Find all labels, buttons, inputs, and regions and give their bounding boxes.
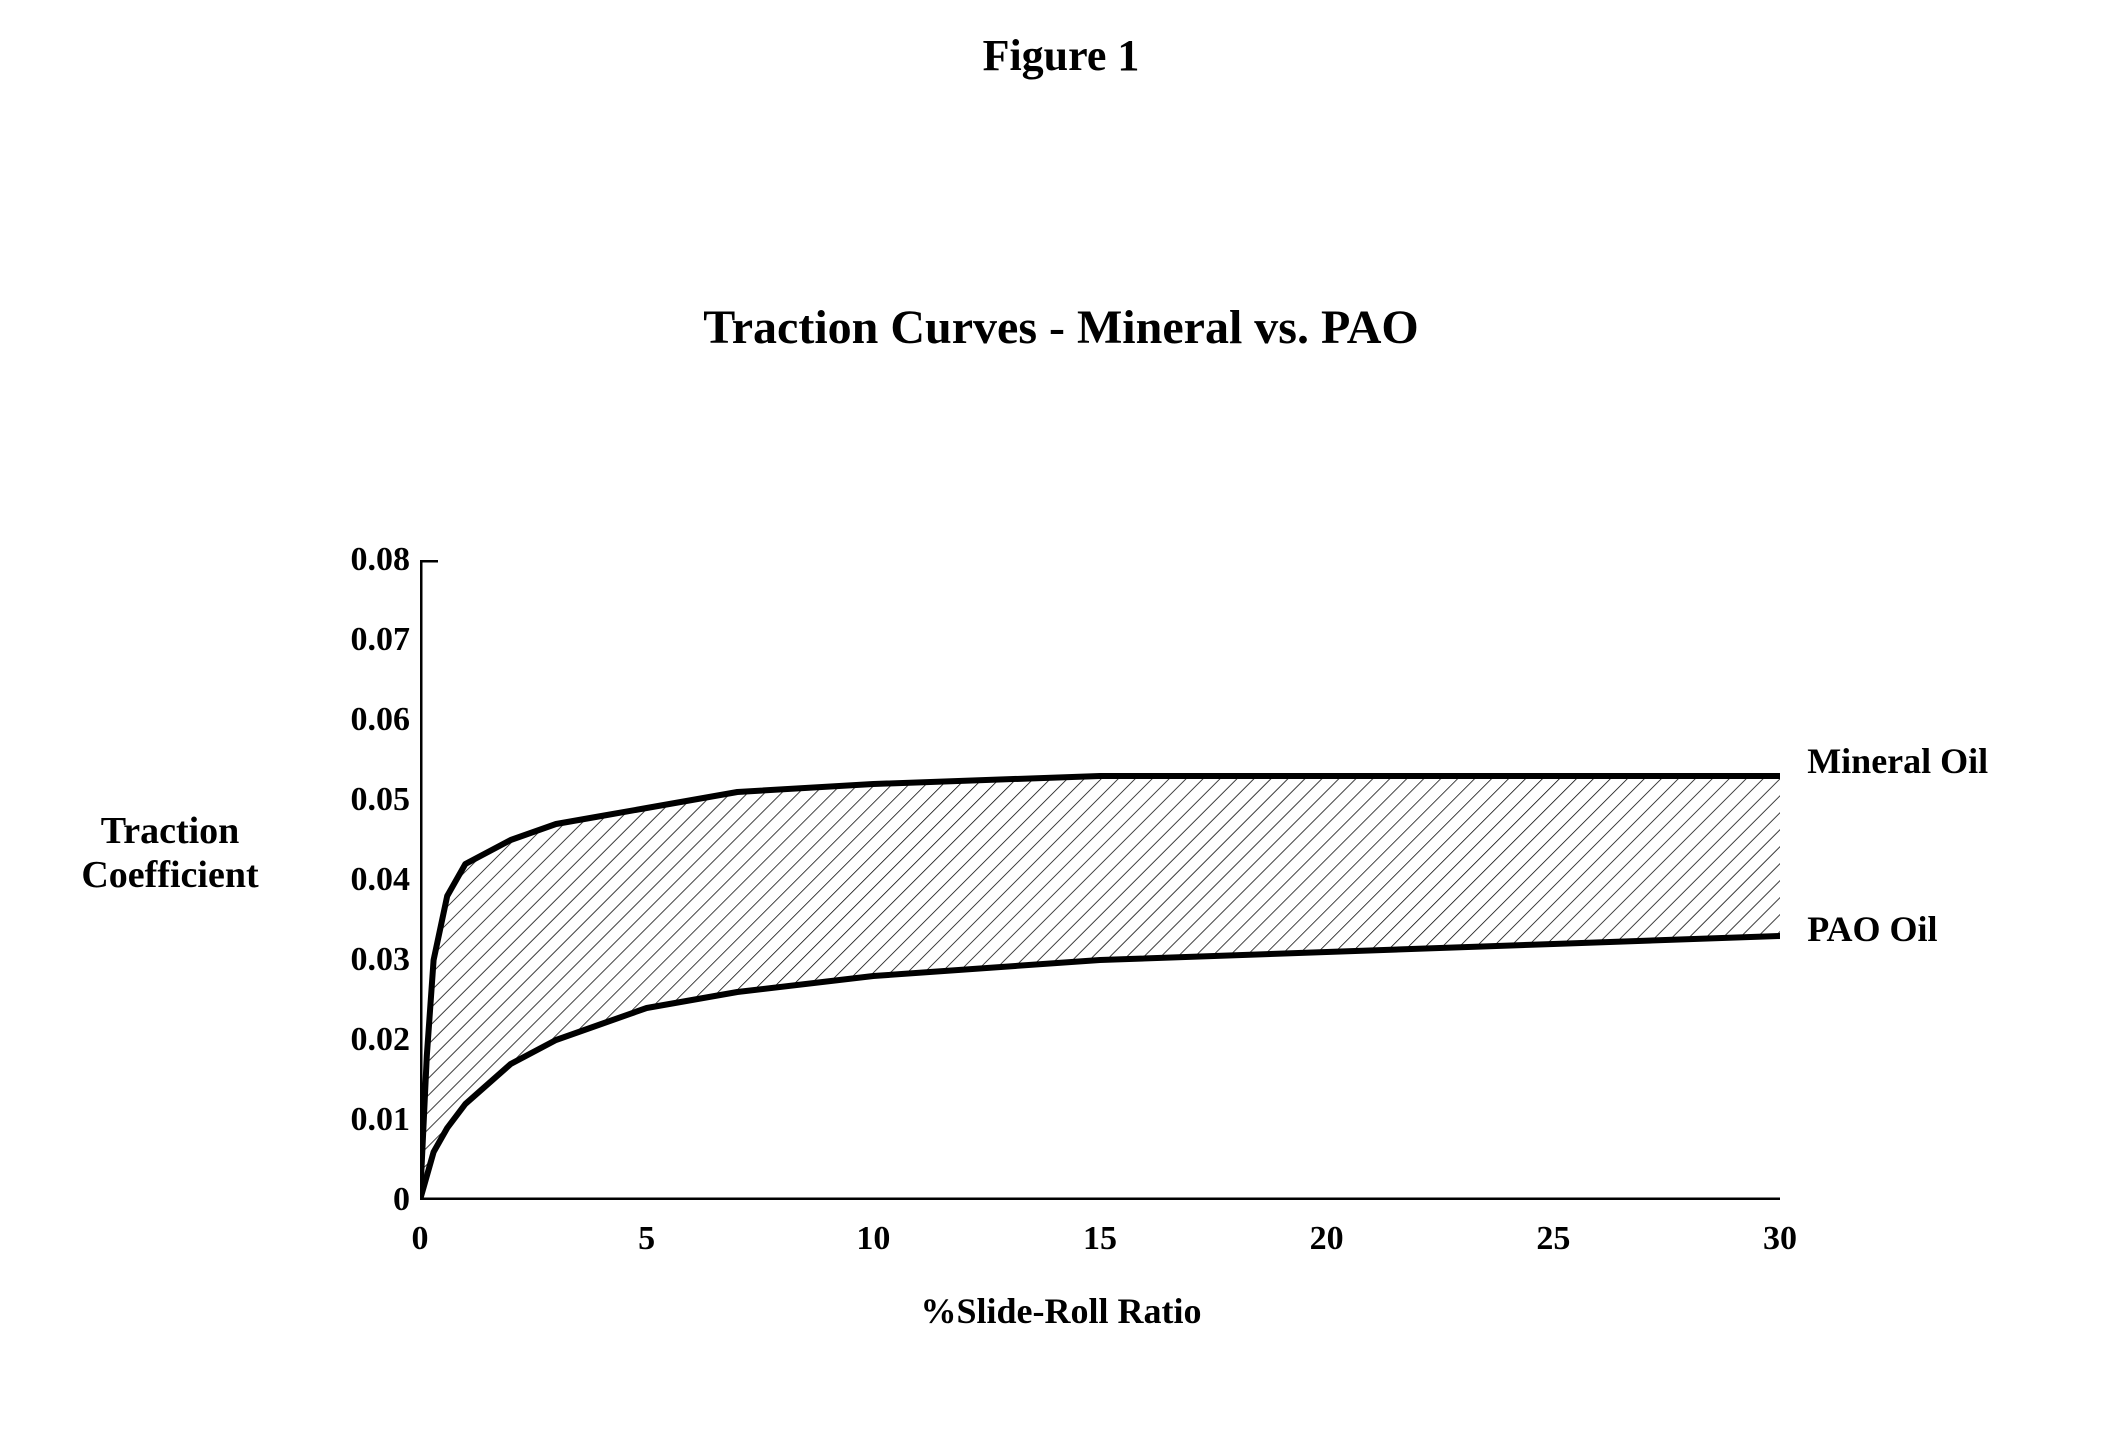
y-tick-label: 0.07 bbox=[290, 621, 410, 659]
y-axis-title: Traction Coefficient bbox=[40, 810, 300, 897]
y-tick-label: 0.08 bbox=[290, 541, 410, 579]
x-tick-label: 10 bbox=[856, 1220, 890, 1258]
x-axis-title: %Slide-Roll Ratio bbox=[0, 1290, 2122, 1332]
x-tick-label: 15 bbox=[1083, 1220, 1117, 1258]
y-tick-label: 0.05 bbox=[290, 781, 410, 819]
x-tick-label: 25 bbox=[1536, 1220, 1570, 1258]
series-label-pao: PAO Oil bbox=[1807, 908, 1937, 950]
figure-label: Figure 1 bbox=[0, 30, 2122, 81]
x-tick-label: 0 bbox=[412, 1220, 429, 1258]
y-tick-label: 0.03 bbox=[290, 941, 410, 979]
x-tick-label: 20 bbox=[1310, 1220, 1344, 1258]
series-label-mineral: Mineral Oil bbox=[1807, 740, 1988, 782]
chart-area: Traction Coefficient 0 0.01 0.02 0.03 0.04 0.… bbox=[0, 520, 2122, 1340]
page: Figure 1 Traction Curves - Mineral vs. P… bbox=[0, 0, 2122, 1440]
x-tick-label: 30 bbox=[1763, 1220, 1797, 1258]
y-tick-label: 0.06 bbox=[290, 701, 410, 739]
plot-svg bbox=[420, 560, 1780, 1200]
hatched-region bbox=[420, 776, 1780, 1200]
x-tick-label: 5 bbox=[638, 1220, 655, 1258]
y-tick-label: 0.01 bbox=[290, 1101, 410, 1139]
plot bbox=[420, 560, 1780, 1200]
y-tick-label: 0 bbox=[290, 1181, 410, 1219]
y-tick-label: 0.04 bbox=[290, 861, 410, 899]
y-tick-label: 0.02 bbox=[290, 1021, 410, 1059]
y-axis-title-line1: Traction Coefficient bbox=[81, 810, 258, 896]
chart-title: Traction Curves - Mineral vs. PAO bbox=[0, 300, 2122, 355]
